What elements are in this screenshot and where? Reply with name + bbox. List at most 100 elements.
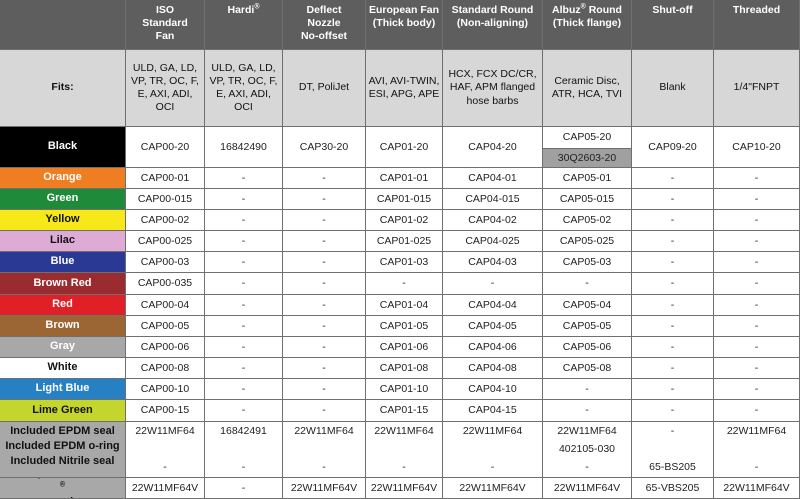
cap-part-number-text: CAP01-05 [379, 319, 429, 332]
column-header: Threaded [714, 0, 800, 50]
seal-part-number: 22W11MF64 402105-030 - [543, 422, 632, 478]
cap-part-number-text: CAP01-01 [379, 171, 429, 184]
color-name: Lime Green [32, 403, 93, 416]
cap-part-number: - [205, 316, 283, 337]
cap-part-number: CAP01-10 [366, 379, 443, 400]
fits-value-text: ULD, GA, LD, VP, TR, OC, F, E, AXI, ADI,… [209, 61, 278, 114]
cap-part-number-text: - [754, 171, 759, 184]
seal-nitrile-value: - [241, 461, 246, 474]
cap-part-number-text: - [322, 277, 326, 290]
cap-part-number: CAP05-01 [543, 168, 632, 189]
cap-part-number-text: - [322, 319, 326, 332]
cap-part-number-text: - [490, 277, 495, 290]
cap-part-number: CAP01-025 [366, 231, 443, 252]
seal-nitrile-value: - [754, 461, 759, 474]
cap-part-number-text: - [241, 404, 246, 417]
cap-part-number: - [632, 337, 714, 358]
cap-part-number: CAP04-20 [443, 127, 543, 168]
cap-part-number: - [632, 400, 714, 422]
column-header-line: European Fan [369, 4, 439, 17]
cap-part-number: - [283, 252, 366, 273]
cap-part-number: CAP00-015 [126, 189, 205, 210]
cap-part-number-text: CAP04-06 [468, 340, 517, 353]
seal-nitrile-value: - [402, 461, 406, 474]
cap-part-number-text: - [241, 382, 246, 395]
cap-part-number: - [205, 358, 283, 379]
column-header-line: Hardi® [227, 4, 259, 17]
seal-oring-value: 402105-030 [558, 443, 616, 456]
column-header-text: Deflect Nozzle No-offset [301, 4, 347, 43]
seal-part-number: 22W11MF64 - [283, 422, 366, 478]
cap-part-number: CAP05-015 [543, 189, 632, 210]
cap-part-number: CAP05-20 [543, 127, 632, 149]
cap-part-number: - [283, 295, 366, 316]
cap-part-number: - [632, 316, 714, 337]
cap-part-number: CAP04-05 [443, 316, 543, 337]
cap-part-number: - [205, 252, 283, 273]
cap-part-number-text: CAP04-20 [468, 140, 517, 153]
column-header-line: (Thick flange) [552, 17, 622, 30]
cap-part-number-text: CAP01-04 [379, 298, 429, 311]
column-header-line-text: Nozzle [307, 17, 341, 30]
cap-part-number-text: - [754, 298, 759, 311]
seal-epdm-value: 22W11MF64 [135, 425, 195, 437]
cap-part-number-text: - [322, 171, 326, 184]
cap-part-number-text: - [241, 213, 246, 226]
column-header-text: Threaded [733, 4, 780, 17]
cap-part-number: - [205, 231, 283, 252]
seal-nitrile-value: 65-BS205 [649, 461, 696, 474]
cap-part-number-text: - [670, 213, 675, 226]
viton-part-number: 22W11MF64V [443, 478, 543, 499]
fits-value: AVI, AVI-TWIN, ESI, APG, APE [366, 50, 443, 127]
seal-label-line: Included EPDM o-ring [5, 439, 120, 452]
seal-nitrile-value: - [490, 461, 495, 474]
cap-part-number: - [714, 316, 800, 337]
cap-part-number: - [632, 189, 714, 210]
color-label-blue: Blue [0, 252, 126, 273]
viton-part-number-text: 22W11MF64V [723, 481, 790, 494]
viton-part-number: 22W11MF64V [714, 478, 800, 499]
cap-alt-part-number-text: 30Q2603-20 [557, 151, 617, 164]
cap-part-number-text: CAP01-02 [379, 213, 429, 226]
cap-part-number: - [205, 337, 283, 358]
cap-part-number-text: CAP04-025 [465, 234, 520, 247]
cap-part-number: - [205, 168, 283, 189]
cap-part-number-text: - [585, 382, 589, 395]
cap-part-number-text: - [585, 404, 589, 417]
cap-part-number: CAP05-025 [543, 231, 632, 252]
cap-part-number-text: - [670, 382, 675, 395]
cap-part-number: - [632, 379, 714, 400]
cap-part-number: CAP04-08 [443, 358, 543, 379]
fits-label: Fits: [0, 50, 126, 127]
column-header-line-text: (Non-aligning) [456, 17, 529, 30]
column-header-text: Shut-off [652, 4, 692, 17]
cap-part-number: CAP04-10 [443, 379, 543, 400]
cap-part-number: - [632, 358, 714, 379]
seal-part-number: 22W11MF64 - [443, 422, 543, 478]
cap-part-number-text: CAP04-01 [468, 171, 517, 184]
column-header-line: Standard [142, 17, 188, 30]
cap-part-number-text: CAP00-04 [140, 298, 190, 311]
viton-part-number-text: 65-VBS205 [645, 481, 700, 494]
cap-part-number-text: - [754, 361, 759, 374]
cap-part-number-text: - [754, 192, 759, 205]
column-header-line: Deflect [301, 4, 347, 17]
cap-part-number: CAP00-08 [126, 358, 205, 379]
cap-part-number-text: CAP04-10 [468, 382, 517, 395]
cap-part-number: - [714, 400, 800, 422]
cap-part-number-text: - [322, 192, 326, 205]
cap-part-number-text: CAP00-02 [140, 213, 190, 226]
cap-part-number: - [205, 295, 283, 316]
fits-value-text: ULD, GA, LD, VP, TR, OC, F, E, AXI, ADI,… [131, 61, 199, 114]
color-name: Brown Red [33, 276, 92, 289]
fits-value-text: Blank [659, 81, 686, 94]
cap-part-number-text: - [670, 319, 675, 332]
cap-part-number-text: - [241, 171, 246, 184]
cap-part-number: CAP04-01 [443, 168, 543, 189]
column-header: Standard Round (Non-aligning) [443, 0, 543, 50]
cap-part-number: CAP10-20 [714, 127, 800, 168]
fits-value: Ceramic Disc, ATR, HCA, TVI [543, 50, 632, 127]
registered-mark: ® [254, 3, 260, 11]
cap-part-number-text: - [754, 213, 759, 226]
cap-part-number-text: CAP30-20 [299, 140, 349, 153]
